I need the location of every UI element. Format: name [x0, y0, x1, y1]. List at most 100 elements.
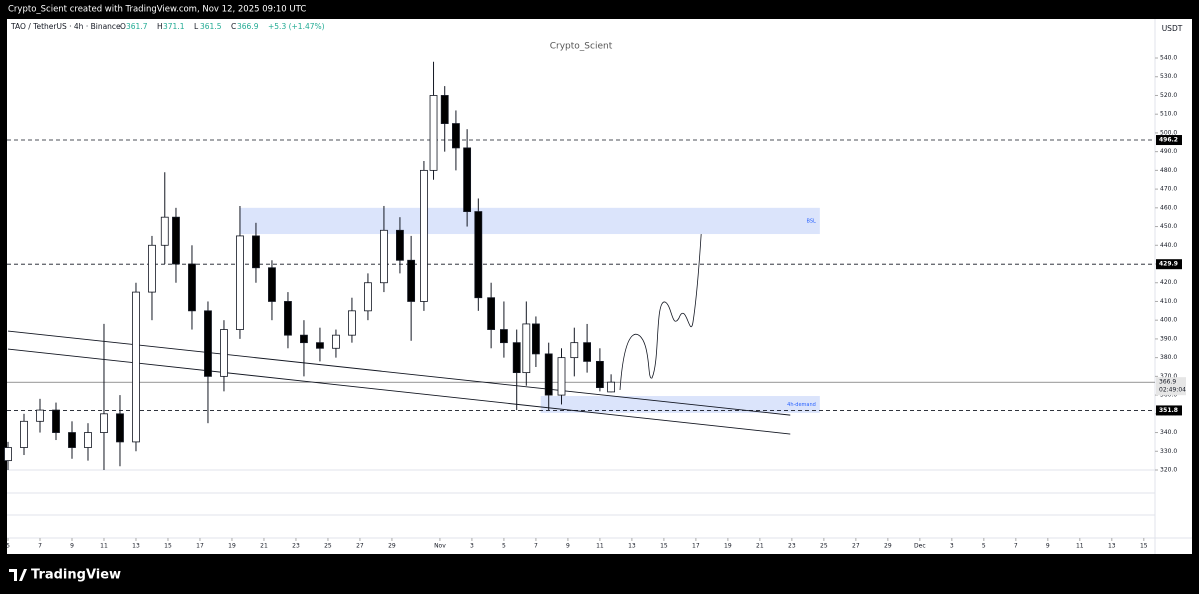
- candle-body: [20, 420, 28, 448]
- x-tick-label: 25: [820, 543, 828, 550]
- candle-body: [407, 259, 416, 302]
- x-tick-label: 19: [228, 543, 236, 550]
- legend-change: +5.3 (+1.47%): [268, 22, 325, 31]
- candle-body: [268, 267, 276, 302]
- candle-body: [396, 229, 404, 261]
- logo-text: TradingView: [31, 568, 121, 583]
- y-tick-label: 340.0: [1160, 429, 1177, 436]
- y-tick-label: 480.0: [1160, 167, 1177, 174]
- legend-key: O: [120, 22, 126, 31]
- candle-body: [463, 147, 472, 212]
- x-tick-label: 29: [884, 543, 892, 550]
- y-tick-label: 440.0: [1160, 242, 1177, 249]
- x-tick-label: 11: [596, 543, 604, 550]
- candle-body: [100, 413, 108, 433]
- x-tick-label: 23: [292, 543, 300, 550]
- last-price-bg: [1156, 377, 1186, 396]
- candle-body: [284, 301, 292, 336]
- level-badge-bg: [1156, 405, 1182, 416]
- plot-area: BSL 4h-demand: [4, 61, 1155, 470]
- x-tick-label: 3: [470, 543, 474, 550]
- candle-body: [487, 297, 496, 330]
- x-tick-label: 3: [950, 543, 954, 550]
- candle-body: [570, 342, 579, 359]
- x-tick-label: 15: [660, 543, 668, 550]
- candle-body: [512, 342, 521, 374]
- x-tick-label: 19: [724, 543, 732, 550]
- x-tick-label: 27: [356, 543, 364, 550]
- x-tick-label: 15: [1140, 543, 1148, 550]
- candle-body: [300, 334, 308, 344]
- candle-body: [172, 216, 180, 265]
- y-tick-label: 420.0: [1160, 279, 1177, 286]
- x-tick-label: 13: [132, 543, 140, 550]
- level-badge: 351.8: [1159, 407, 1178, 414]
- x-tick-label: 9: [1046, 543, 1050, 550]
- x-tick-label: 5: [982, 543, 986, 550]
- candle-body: [332, 334, 340, 349]
- candle-body: [236, 235, 244, 330]
- legend-value: 361.7: [126, 22, 148, 31]
- candle-body: [36, 409, 44, 422]
- x-tick-label: 13: [628, 543, 636, 550]
- candle-body: [544, 353, 553, 396]
- candle-body: [583, 342, 591, 362]
- candle-body: [364, 282, 372, 312]
- candle-body: [429, 95, 438, 171]
- candle-body: [500, 329, 508, 344]
- y-tick-label: 460.0: [1160, 204, 1177, 211]
- candle-body: [532, 323, 540, 355]
- x-tick-label: 25: [324, 543, 332, 550]
- x-tick-label: Nov: [434, 543, 446, 550]
- x-tick-label: 29: [388, 543, 396, 550]
- candle-body: [440, 95, 449, 124]
- legend-value: 371.1: [163, 22, 185, 31]
- level-badge: 429.9: [1159, 261, 1178, 268]
- logo-icon: [9, 569, 27, 581]
- y-tick-label: 540.0: [1160, 55, 1177, 62]
- candle-body: [380, 229, 388, 284]
- x-tick-label: 15: [164, 543, 172, 550]
- y-tick-label: 380.0: [1160, 354, 1177, 361]
- y-tick-label: 370.0: [1160, 373, 1177, 380]
- y-tick-label: 530.0: [1160, 73, 1177, 80]
- x-tick-label: 11: [1076, 543, 1084, 550]
- legend-value: 361.5: [200, 22, 222, 31]
- candle-body: [68, 432, 76, 448]
- candle-body: [607, 381, 615, 393]
- candle-body: [557, 357, 566, 396]
- level-badge-bg: [1156, 135, 1182, 146]
- y-tick-label: 390.0: [1160, 335, 1177, 342]
- ohlc-legend: TAO / TetherUS · 4h · Binance O 361.7 H 371…: [10, 22, 325, 31]
- legend-key: H: [157, 22, 163, 31]
- candle-body: [420, 169, 428, 302]
- y-tick-label: 410.0: [1160, 298, 1177, 305]
- y-tick-label: 400.0: [1160, 317, 1177, 324]
- x-tick-label: 21: [260, 543, 268, 550]
- x-tick-label: 21: [756, 543, 764, 550]
- candle-body: [474, 211, 483, 299]
- candle-body: [204, 310, 212, 377]
- x-tick-label: 7: [38, 543, 42, 550]
- x-tick-label: 5: [6, 543, 10, 550]
- x-tick-label: 17: [196, 543, 204, 550]
- candle-body: [84, 432, 92, 448]
- chart-panel: [7, 19, 1192, 554]
- x-tick-label: 7: [534, 543, 538, 550]
- x-tick-label: 9: [70, 543, 74, 550]
- legend-value: 366.9: [237, 22, 259, 31]
- y-tick-label: 490.0: [1160, 148, 1177, 155]
- header-text: Crypto_Scient created with TradingView.c…: [8, 5, 306, 15]
- y-tick-label: 510.0: [1160, 111, 1177, 118]
- zone-label: BSL: [807, 218, 817, 224]
- countdown: 02:49:04: [1159, 387, 1186, 394]
- candle-body: [52, 409, 60, 433]
- legend-key: C: [231, 22, 236, 31]
- candle-body: [148, 244, 156, 293]
- candle-body: [452, 123, 460, 149]
- last-price-label: 366.9: [1159, 379, 1176, 386]
- x-tick-label: 7: [1014, 543, 1018, 550]
- x-tick-label: 5: [502, 543, 506, 550]
